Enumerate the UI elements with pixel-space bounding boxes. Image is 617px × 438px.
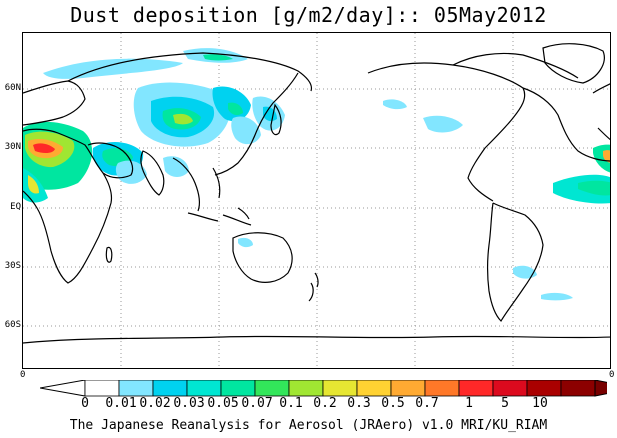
cbar-label-11: 1 <box>465 396 473 411</box>
lat-label-30n: 30N <box>4 142 21 152</box>
colorbar-bin-10 <box>424 380 460 397</box>
lat-label-60n: 60N <box>4 83 21 93</box>
cbar-label-2: 0.02 <box>139 396 171 411</box>
colorbar-bin-0 <box>84 380 120 397</box>
map-canvas <box>23 33 610 368</box>
colorbar-bin-6 <box>288 380 324 397</box>
cbar-label-8: 0.3 <box>347 396 371 411</box>
left-edge-label: 0 <box>20 370 26 380</box>
colorbar-bin-12 <box>492 380 528 397</box>
colorbar-under-arrow <box>40 380 86 397</box>
colorbar-bin-14 <box>560 380 596 397</box>
cbar-label-7: 0.2 <box>313 396 337 411</box>
cbar-label-13: 10 <box>532 396 548 411</box>
cbar-label-12: 5 <box>501 396 509 411</box>
colorbar-bin-7 <box>322 380 358 397</box>
colorbar-bin-13 <box>526 380 562 397</box>
lat-label-30s: 30S <box>4 261 21 271</box>
right-edge-label: 0 <box>609 370 615 380</box>
cbar-label-4: 0.05 <box>207 396 239 411</box>
cbar-label-5: 0.07 <box>241 396 273 411</box>
cbar-label-3: 0.03 <box>173 396 205 411</box>
colorbar-bin-2 <box>152 380 188 397</box>
colorbar <box>40 380 607 397</box>
cbar-label-9: 0.5 <box>381 396 405 411</box>
colorbar-bin-4 <box>220 380 256 397</box>
lat-label-60s: 60S <box>4 320 21 330</box>
colorbar-labels: 0 0.01 0.02 0.03 0.05 0.07 0.1 0.2 0.3 0… <box>0 396 617 412</box>
colorbar-bin-8 <box>356 380 392 397</box>
colorbar-bin-5 <box>254 380 290 397</box>
dust-deposition-field <box>23 48 610 301</box>
world-map <box>22 32 611 369</box>
cbar-label-6: 0.1 <box>279 396 303 411</box>
map-title: Dust deposition [g/m2/day]:: 05May2012 <box>70 3 547 27</box>
cbar-label-10: 0.7 <box>415 396 439 411</box>
colorbar-bin-11 <box>458 380 494 397</box>
cbar-label-1: 0.01 <box>105 396 137 411</box>
colorbar-over-arrow <box>594 380 607 397</box>
colorbar-bin-3 <box>186 380 222 397</box>
colorbar-bin-9 <box>390 380 426 397</box>
coastlines <box>23 43 610 344</box>
colorbar-bin-1 <box>118 380 154 397</box>
cbar-label-0: 0 <box>81 396 89 411</box>
footer-credit: The Japanese Reanalysis for Aerosol (JRA… <box>69 418 548 433</box>
lat-label-eq: EQ <box>10 202 21 212</box>
